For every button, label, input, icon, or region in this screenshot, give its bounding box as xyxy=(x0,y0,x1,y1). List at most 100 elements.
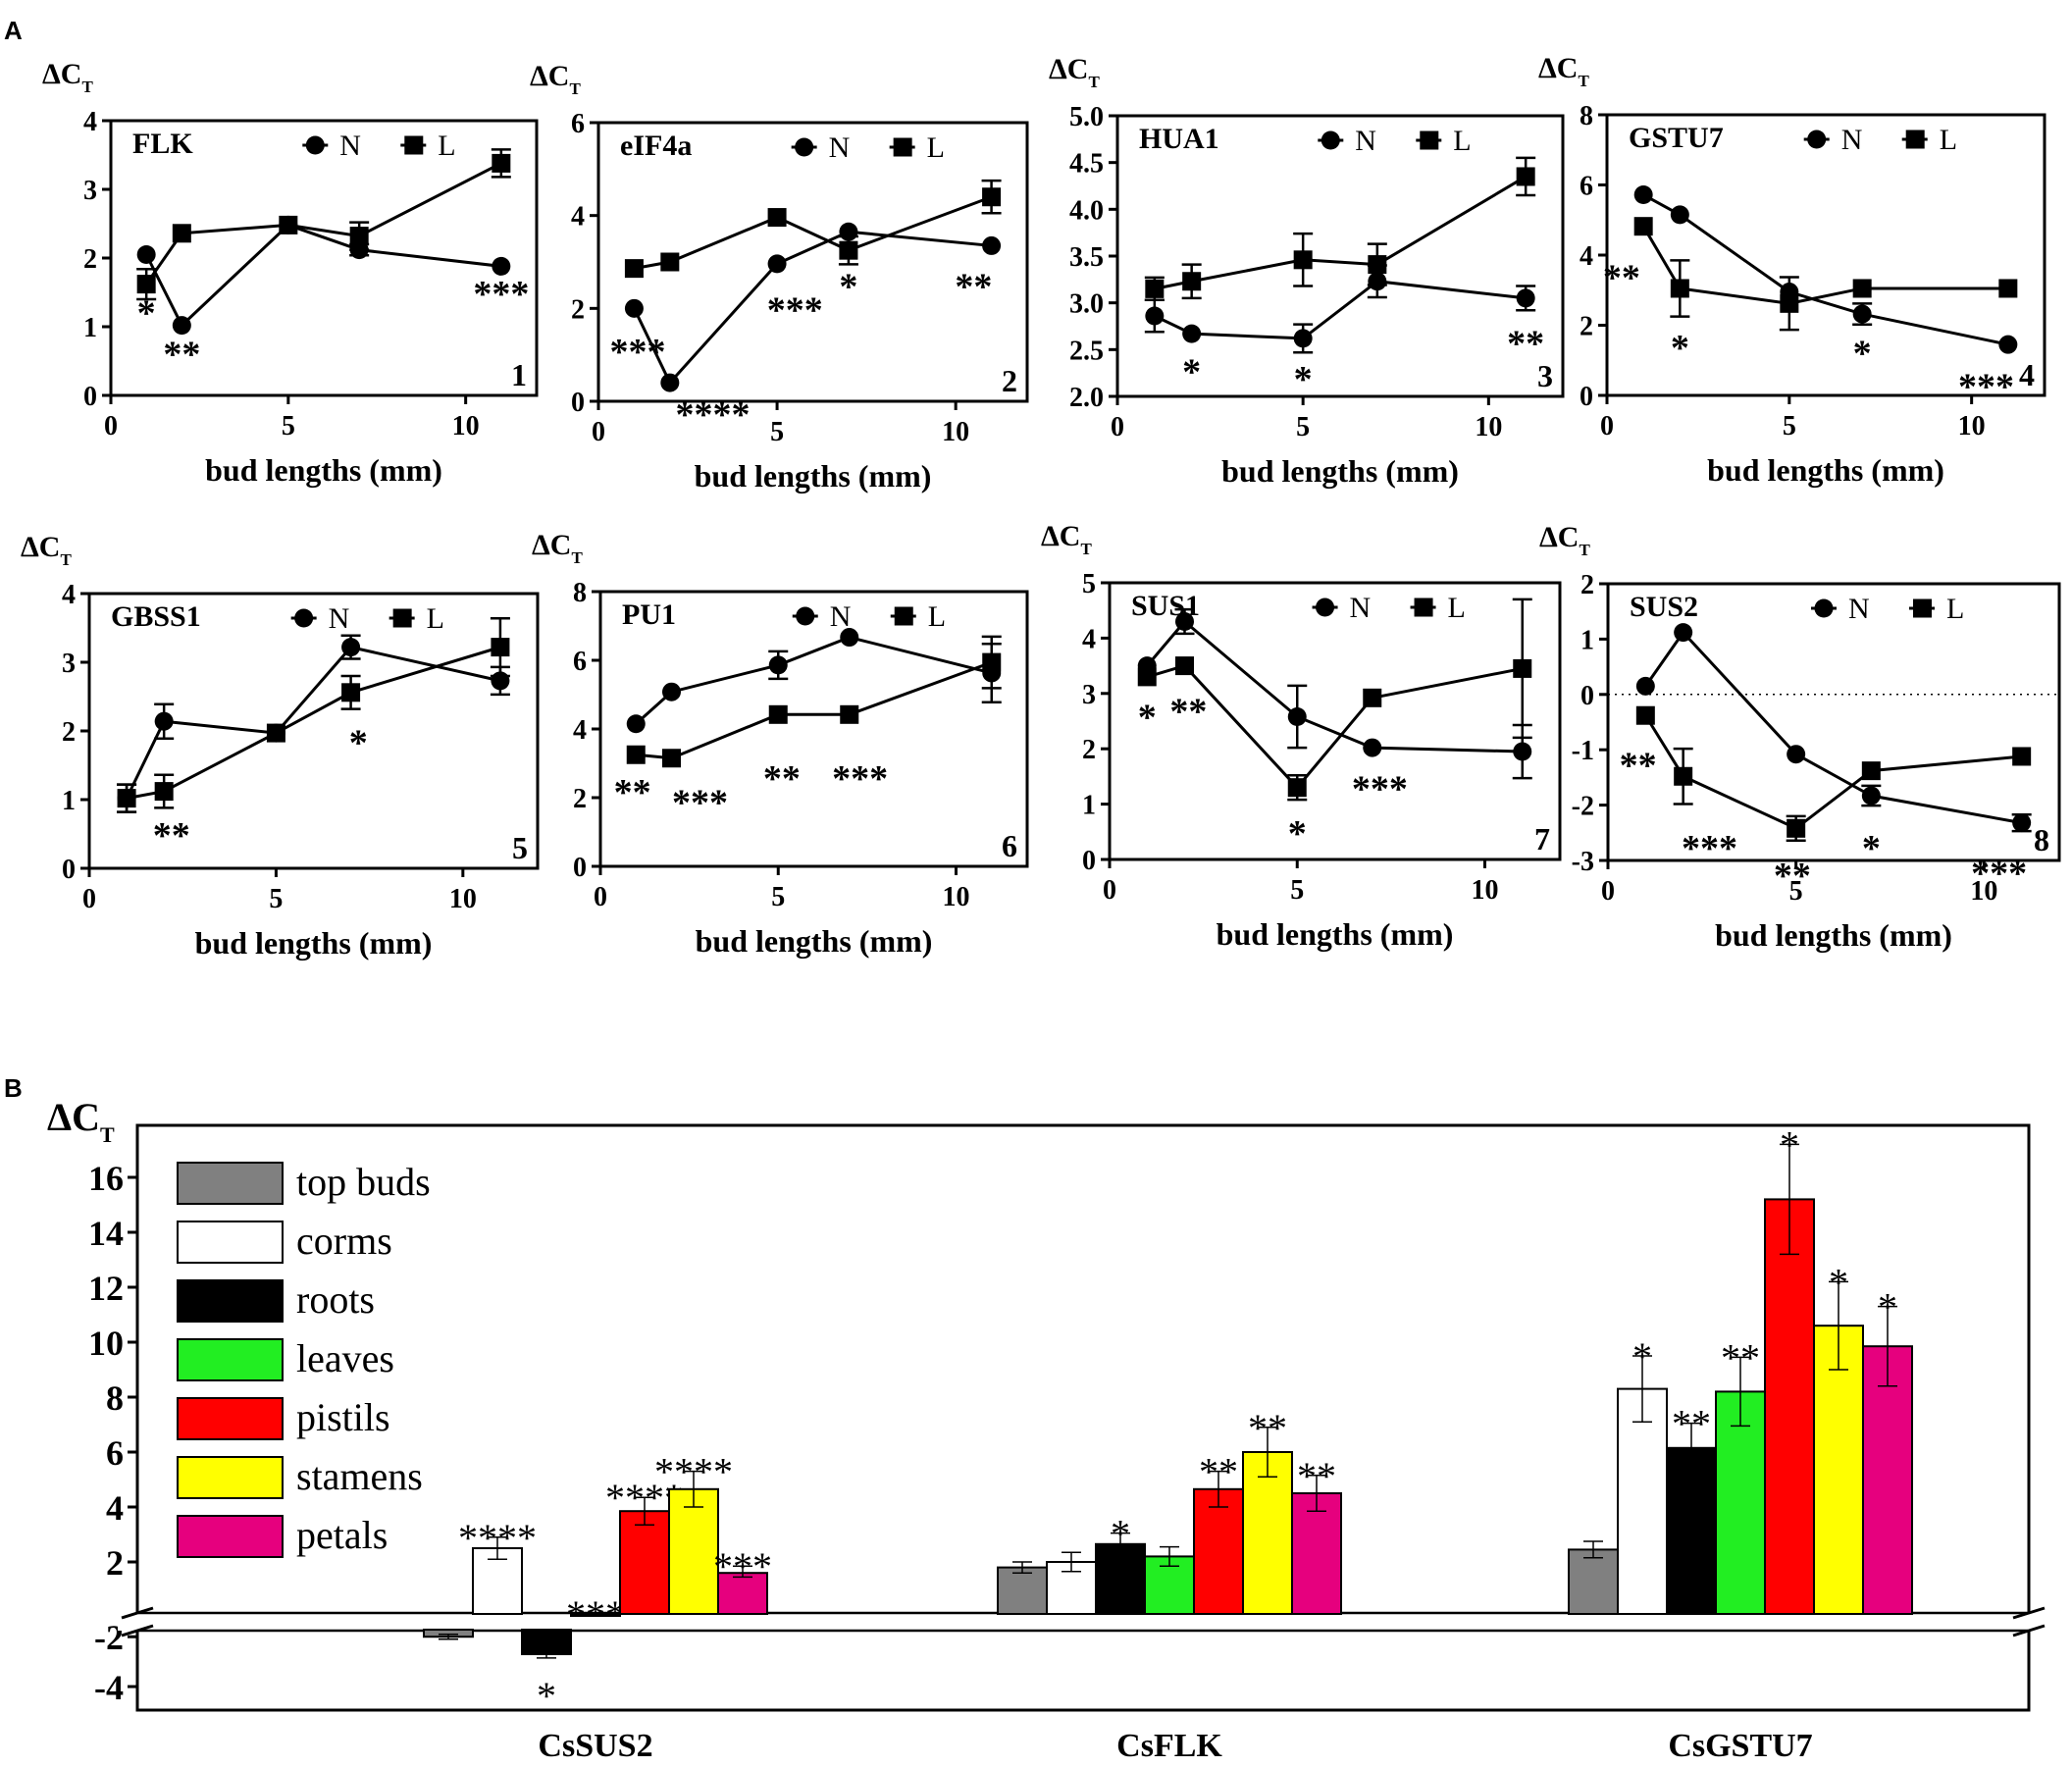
panel-number: 8 xyxy=(2034,822,2049,858)
x-tick-label: 0 xyxy=(594,882,607,912)
x-tick-label: 5 xyxy=(282,411,295,442)
legend-label: top buds xyxy=(296,1160,431,1204)
significance-mark: * xyxy=(839,267,857,308)
x-tick-label: 10 xyxy=(1472,875,1499,906)
significance-mark: ** xyxy=(1774,856,1811,897)
y-tick-label: 1 xyxy=(62,786,76,816)
legend-square-icon xyxy=(894,606,913,626)
y-tick-label: 4.5 xyxy=(1069,149,1104,180)
plot-frame xyxy=(596,121,1029,403)
point-L xyxy=(341,683,361,702)
legend-square-icon xyxy=(893,137,912,157)
panel-number: 7 xyxy=(1534,821,1550,857)
bar-group-CsSUS2: *******************CsSUS2 xyxy=(423,1450,772,1764)
point-N xyxy=(172,316,191,336)
legend-label: petals xyxy=(296,1513,388,1557)
legend-label-n: N xyxy=(1848,593,1870,625)
axis-break-slash xyxy=(121,1606,154,1620)
x-axis-label: bud lengths (mm) xyxy=(205,452,442,488)
x-tick-label: 5 xyxy=(770,417,784,447)
point-N xyxy=(768,655,788,675)
point-L xyxy=(1787,818,1806,838)
bar-y-tick-label: 16 xyxy=(88,1159,124,1198)
point-N xyxy=(840,628,859,648)
y-tick-label: -2 xyxy=(1572,792,1594,822)
point-N xyxy=(1145,306,1165,326)
y-tick-label: 5.0 xyxy=(1069,102,1104,132)
significance-mark: * xyxy=(1671,328,1689,369)
legend-label: pistils xyxy=(296,1395,390,1439)
point-N xyxy=(2012,813,2032,833)
significance-mark: *** xyxy=(1682,828,1737,869)
panel-number: 1 xyxy=(511,357,527,392)
series-line xyxy=(1642,193,2009,346)
y-tick-label: 6 xyxy=(571,109,585,139)
y-tick-label: 5 xyxy=(1082,569,1096,599)
gene-name: HUA1 xyxy=(1139,123,1219,155)
legend-label-l: L xyxy=(1946,593,1964,625)
point-L xyxy=(839,240,858,260)
point-L xyxy=(1670,279,1689,298)
bar-significance-mark: ** xyxy=(1199,1450,1238,1494)
y-tick-label: 2 xyxy=(1082,735,1096,765)
legend-label-n: N xyxy=(329,602,350,635)
y-tick-label: 0 xyxy=(1580,681,1594,711)
y-tick-label: 3.0 xyxy=(1069,289,1104,320)
legend-label-l: L xyxy=(438,130,455,162)
legend-circle-icon xyxy=(1807,130,1827,149)
x-tick-label: 10 xyxy=(452,411,480,442)
point-L xyxy=(172,224,191,243)
gene-name: SUS2 xyxy=(1630,591,1698,623)
x-tick-label: 10 xyxy=(1958,411,1986,442)
y-axis-label: ΔCT xyxy=(1041,520,1092,558)
point-L xyxy=(768,704,788,724)
point-N xyxy=(1633,185,1653,205)
significance-mark: ** xyxy=(163,335,200,376)
series-N xyxy=(1633,185,2018,354)
y-tick-label: 3 xyxy=(62,649,76,679)
y-tick-label: 0 xyxy=(62,855,76,885)
legend-circle-icon xyxy=(795,137,814,157)
y-tick-label: 2 xyxy=(62,717,76,748)
bar-significance-mark: ** xyxy=(1297,1454,1336,1498)
y-tick-label: 0 xyxy=(1082,846,1096,876)
legend-label-n: N xyxy=(1355,125,1376,157)
point-L xyxy=(767,208,787,228)
point-L xyxy=(624,259,644,279)
x-tick-label: 10 xyxy=(1970,876,1997,907)
y-tick-label: 2.0 xyxy=(1069,383,1104,413)
x-axis-label: bud lengths (mm) xyxy=(195,925,433,961)
x-tick-label: 0 xyxy=(1600,411,1614,442)
bar-y-tick-label: 8 xyxy=(106,1378,124,1418)
point-L xyxy=(349,227,369,246)
point-L xyxy=(1175,656,1194,676)
series-line xyxy=(1154,280,1527,340)
legend-label: leaves xyxy=(296,1336,394,1380)
gene-name: SUS1 xyxy=(1131,590,1200,622)
y-tick-label: 1 xyxy=(83,313,97,343)
legend-label-l: L xyxy=(427,602,444,635)
panel-b-label: B xyxy=(4,1073,23,1103)
legend-circle-icon xyxy=(294,608,314,628)
y-tick-label: 4 xyxy=(83,107,97,137)
bar-plot-frame xyxy=(135,1123,2031,1712)
bar-legend: top buds corms roots leaves pistils stamens pe… xyxy=(177,1160,431,1558)
y-tick-label: 2 xyxy=(83,244,97,275)
legend-circle-icon xyxy=(305,135,325,155)
point-L xyxy=(279,215,298,234)
significance-mark: *** xyxy=(767,289,823,331)
y-tick-label: 4 xyxy=(571,202,585,233)
point-N xyxy=(660,373,680,392)
point-L xyxy=(1368,255,1387,275)
point-N xyxy=(1293,329,1313,348)
y-axis-label: ΔCT xyxy=(1049,53,1100,91)
bar-significance-mark: ** xyxy=(1248,1406,1287,1450)
y-axis-label: ΔCT xyxy=(532,529,583,567)
point-L xyxy=(662,749,681,768)
y-tick-label: -3 xyxy=(1572,847,1594,877)
panel-number: 5 xyxy=(512,830,528,865)
point-N xyxy=(767,254,787,274)
legend-label: corms xyxy=(296,1219,392,1263)
